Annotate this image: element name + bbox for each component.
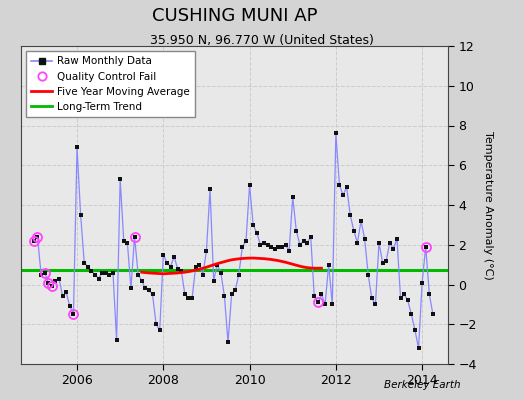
Text: Berkeley Earth: Berkeley Earth <box>385 380 461 390</box>
Title: CUSHING MUNI AP: CUSHING MUNI AP <box>152 7 317 25</box>
Legend: Raw Monthly Data, Quality Control Fail, Five Year Moving Average, Long-Term Tren: Raw Monthly Data, Quality Control Fail, … <box>26 51 195 117</box>
Y-axis label: Temperature Anomaly (°C): Temperature Anomaly (°C) <box>484 131 494 279</box>
Text: 35.950 N, 96.770 W (United States): 35.950 N, 96.770 W (United States) <box>150 34 374 47</box>
